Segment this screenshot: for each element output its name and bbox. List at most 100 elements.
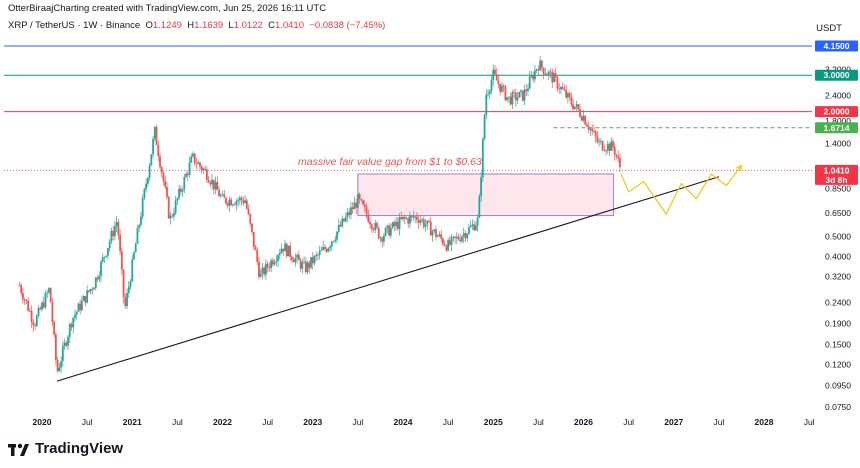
candle-body[interactable] <box>573 106 576 110</box>
candle-body[interactable] <box>520 90 522 92</box>
candle-body[interactable] <box>369 221 371 225</box>
candle-body[interactable] <box>225 197 227 204</box>
candle-body[interactable] <box>554 73 557 78</box>
candle-body[interactable] <box>370 224 373 229</box>
candle-body[interactable] <box>242 200 245 204</box>
candle-body[interactable] <box>48 287 50 293</box>
candle-body[interactable] <box>365 206 368 215</box>
candle-body[interactable] <box>299 259 302 269</box>
candle-body[interactable] <box>160 167 163 173</box>
candle-body[interactable] <box>221 194 224 196</box>
candle-body[interactable] <box>211 179 213 185</box>
candle-body[interactable] <box>157 145 160 157</box>
candle-body[interactable] <box>39 308 42 310</box>
candle-body[interactable] <box>254 246 257 251</box>
candle-body[interactable] <box>528 76 531 89</box>
candle-body[interactable] <box>237 200 240 202</box>
candle-body[interactable] <box>178 188 181 199</box>
candle-body[interactable] <box>565 90 568 98</box>
candle-body[interactable] <box>105 255 108 257</box>
candle-body[interactable] <box>192 153 194 157</box>
candle-body[interactable] <box>173 213 175 217</box>
candle-body[interactable] <box>232 204 234 206</box>
candle-body[interactable] <box>466 233 469 239</box>
candle-body[interactable] <box>596 136 599 143</box>
candle-body[interactable] <box>244 200 246 204</box>
candle-body[interactable] <box>22 293 24 300</box>
candle-body[interactable] <box>457 236 460 240</box>
candle-body[interactable] <box>478 196 481 218</box>
candle-body[interactable] <box>464 233 467 239</box>
candle-body[interactable] <box>547 71 550 75</box>
candle-body[interactable] <box>415 216 418 220</box>
candle-body[interactable] <box>462 233 465 237</box>
candle-body[interactable] <box>461 236 463 242</box>
candle-body[interactable] <box>108 241 111 249</box>
candle-body[interactable] <box>127 286 130 294</box>
candle-body[interactable] <box>566 93 569 98</box>
candle-body[interactable] <box>546 73 548 75</box>
candle-body[interactable] <box>287 245 290 257</box>
candle-body[interactable] <box>540 60 543 68</box>
candle-body[interactable] <box>362 200 364 205</box>
candle-body[interactable] <box>84 296 87 303</box>
candle-body[interactable] <box>523 89 526 101</box>
candle-body[interactable] <box>518 91 521 98</box>
candle-body[interactable] <box>591 128 594 131</box>
candle-body[interactable] <box>87 290 90 292</box>
candle-body[interactable] <box>249 214 252 224</box>
candle-body[interactable] <box>79 303 82 311</box>
candle-body[interactable] <box>598 141 601 143</box>
candle-body[interactable] <box>379 237 382 239</box>
candle-body[interactable] <box>188 162 191 176</box>
candle-body[interactable] <box>507 96 510 98</box>
candle-body[interactable] <box>70 324 73 328</box>
candle-body[interactable] <box>179 188 182 192</box>
projection-path[interactable] <box>620 165 742 216</box>
candle-body[interactable] <box>77 303 80 312</box>
candle-body[interactable] <box>320 249 323 251</box>
candle-body[interactable] <box>82 296 85 301</box>
candle-body[interactable] <box>530 75 533 77</box>
candle-body[interactable] <box>107 248 109 256</box>
candle-body[interactable] <box>419 220 422 223</box>
candle-body[interactable] <box>468 227 470 234</box>
candle-body[interactable] <box>282 248 285 252</box>
candle-body[interactable] <box>336 231 338 240</box>
candle-body[interactable] <box>513 92 515 94</box>
candle-body[interactable] <box>270 260 272 269</box>
candle-body[interactable] <box>376 223 378 228</box>
candle-body[interactable] <box>81 300 83 311</box>
candle-body[interactable] <box>148 165 151 178</box>
candle-body[interactable] <box>28 310 31 312</box>
candle-body[interactable] <box>327 248 330 252</box>
candle-body[interactable] <box>476 217 479 226</box>
candle-body[interactable] <box>428 220 430 222</box>
candle-body[interactable] <box>216 181 219 191</box>
candle-body[interactable] <box>110 230 113 242</box>
candle-body[interactable] <box>100 261 102 276</box>
candle-body[interactable] <box>306 262 309 273</box>
candle-body[interactable] <box>183 176 186 190</box>
candle-body[interactable] <box>56 359 59 372</box>
candle-body[interactable] <box>308 262 311 268</box>
candle-body[interactable] <box>190 156 193 163</box>
candle-body[interactable] <box>129 281 132 287</box>
candle-body[interactable] <box>521 90 524 101</box>
candle-body[interactable] <box>572 104 574 110</box>
candle-body[interactable] <box>200 166 203 171</box>
candle-body[interactable] <box>51 302 54 322</box>
candle-body[interactable] <box>245 200 248 209</box>
candle-body[interactable] <box>355 202 358 208</box>
candle-body[interactable] <box>450 237 453 245</box>
fair-value-gap-box[interactable] <box>357 173 615 217</box>
candle-body[interactable] <box>266 263 269 268</box>
candle-body[interactable] <box>560 87 562 90</box>
candle-body[interactable] <box>318 250 321 255</box>
candle-body[interactable] <box>261 267 264 274</box>
candle-body[interactable] <box>46 292 49 294</box>
candle-body[interactable] <box>23 299 26 301</box>
candle-body[interactable] <box>577 104 580 110</box>
candle-body[interactable] <box>54 334 57 360</box>
candle-body[interactable] <box>65 342 68 346</box>
